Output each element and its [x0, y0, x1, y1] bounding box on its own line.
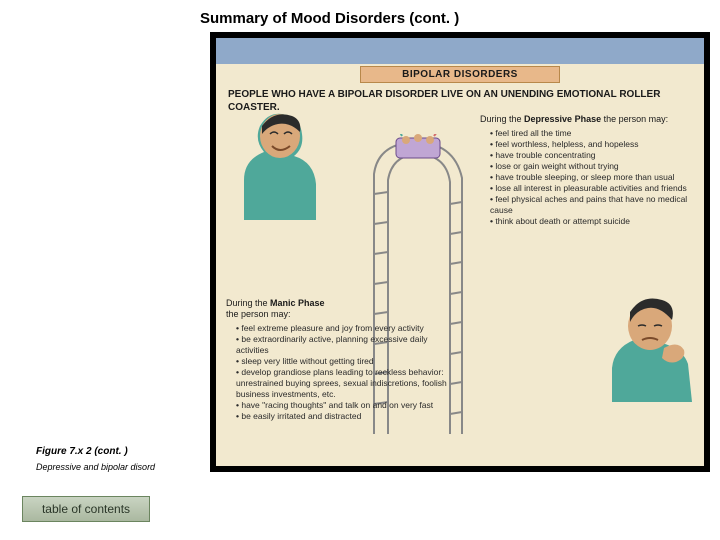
phase-intro-prefix: During the: [480, 114, 524, 124]
phase-name: Depressive Phase: [524, 114, 601, 124]
phase-intro-suffix: the person may:: [226, 309, 291, 319]
illustration-manic-head: [234, 110, 324, 220]
list-item: have "racing thoughts" and talk on and o…: [236, 400, 450, 411]
slide-title: Summary of Mood Disorders (cont. ): [200, 10, 459, 27]
list-item: lose all interest in pleasurable activit…: [490, 183, 694, 194]
depressive-phase-title: During the Depressive Phase the person m…: [480, 114, 694, 126]
figure-description: Depressive and bipolar disord: [36, 462, 155, 472]
manic-bullet-list: feel extreme pleasure and joy from every…: [226, 323, 450, 422]
list-item: lose or gain weight without trying: [490, 161, 694, 172]
manic-phase-title: During the Manic Phase the person may:: [226, 286, 450, 321]
diagram-inner: BIPOLAR DISORDERS PEOPLE WHO HAVE A BIPO…: [216, 38, 704, 466]
depressive-phase-block: During the Depressive Phase the person m…: [480, 114, 694, 227]
list-item: feel worthless, helpless, and hopeless: [490, 139, 694, 150]
diagram-content: During the Depressive Phase the person m…: [226, 114, 694, 458]
list-item: have trouble concentrating: [490, 150, 694, 161]
table-of-contents-button[interactable]: table of contents: [22, 496, 150, 522]
list-item: be easily irritated and distracted: [236, 411, 450, 422]
diagram-panel: BIPOLAR DISORDERS PEOPLE WHO HAVE A BIPO…: [210, 32, 710, 472]
list-item: feel tired all the time: [490, 128, 694, 139]
phase-name: Manic Phase: [270, 298, 325, 308]
phase-intro-prefix: During the: [226, 298, 270, 308]
list-item: think about death or attempt suicide: [490, 216, 694, 227]
diagram-banner: BIPOLAR DISORDERS: [360, 66, 560, 83]
diagram-top-bar: [216, 38, 704, 64]
list-item: sleep very little without getting tired: [236, 356, 450, 367]
illustration-depressive-head: [606, 292, 696, 402]
list-item: develop grandiose plans leading to reckl…: [236, 367, 450, 400]
manic-phase-block: During the Manic Phase the person may: f…: [226, 286, 450, 422]
list-item: be extraordinarily active, planning exce…: [236, 334, 450, 356]
list-item: feel extreme pleasure and joy from every…: [236, 323, 450, 334]
figure-caption: Figure 7.x 2 (cont. ): [36, 446, 128, 457]
list-item: feel physical aches and pains that have …: [490, 194, 694, 216]
depressive-bullet-list: feel tired all the time feel worthless, …: [480, 128, 694, 227]
phase-intro-suffix: the person may:: [601, 114, 668, 124]
list-item: have trouble sleeping, or sleep more tha…: [490, 172, 694, 183]
